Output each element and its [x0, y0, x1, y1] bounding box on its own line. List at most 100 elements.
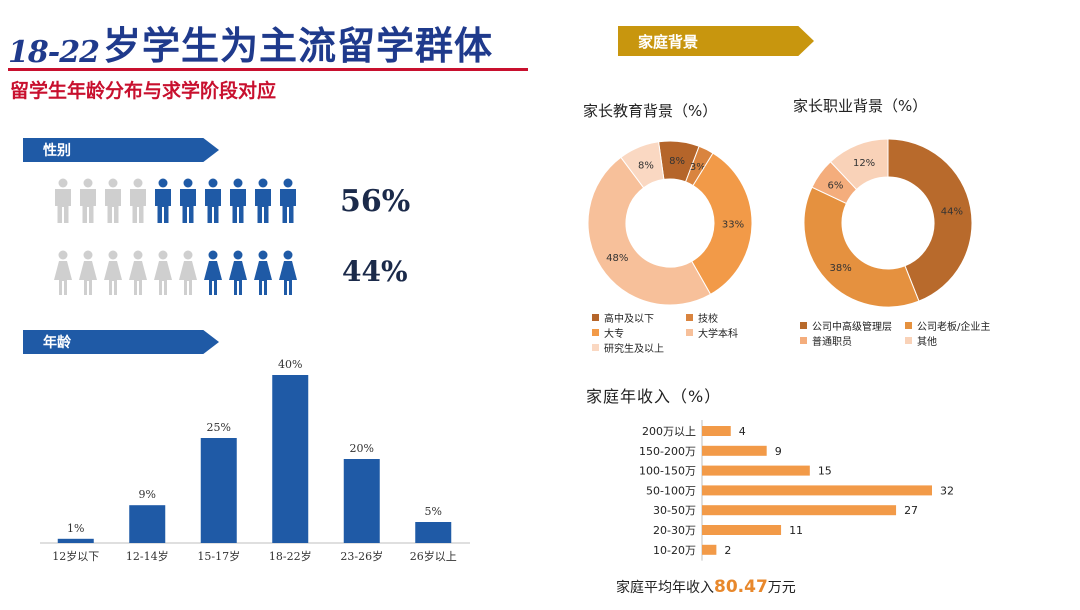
income-chart-title: 家庭年收入（%） — [586, 387, 722, 406]
family-banner: 家庭背景 — [618, 26, 814, 56]
legend-label: 其他 — [917, 336, 937, 348]
donut-slice — [829, 138, 889, 191]
age-bar-value-label: 5% — [425, 505, 442, 518]
donut-slice-label: 38% — [829, 263, 851, 274]
donut-slice-label: 6% — [827, 180, 843, 191]
legend-item: 研究生及以上 — [592, 340, 686, 355]
legend-swatch — [800, 336, 807, 344]
female-person-icon — [129, 250, 147, 295]
income-bar — [702, 426, 731, 436]
income-average-value: 80.47 — [714, 577, 768, 597]
age-category-label: 23-26岁 — [340, 549, 383, 563]
legend-swatch — [686, 328, 693, 336]
male-person-icon — [155, 178, 171, 223]
age-category-label: 12-14岁 — [126, 549, 169, 563]
legend-swatch — [592, 343, 599, 351]
male-person-icon — [180, 178, 196, 223]
title-underline — [8, 68, 528, 71]
income-bar-value-label: 9 — [775, 445, 782, 458]
male-person-icon — [80, 178, 96, 223]
income-bar-chart: 200万以上 4 150-200万 9 100-150万 15 50-100万 32 30-50… — [639, 420, 954, 561]
female-person-icon — [179, 250, 197, 295]
income-bar-value-label: 32 — [940, 484, 954, 497]
education-legend: 高中及以下 技校大专 大学本科研究生及以上 — [592, 310, 792, 355]
income-bar-value-label: 2 — [724, 544, 731, 557]
male-person-icon — [280, 178, 296, 223]
legend-label: 普通职员 — [812, 336, 852, 348]
male-person-icon — [105, 178, 121, 223]
income-bar — [702, 525, 782, 535]
male-person-icon — [230, 178, 246, 223]
income-category-label: 10-20万 — [653, 544, 696, 557]
income-bar-value-label: 11 — [789, 524, 803, 537]
legend-swatch — [686, 313, 693, 321]
donut-slice — [803, 186, 920, 308]
donut-slice-label: 8% — [669, 156, 685, 167]
male-person-icon — [130, 178, 146, 223]
male-person-icon — [55, 178, 71, 223]
legend-label: 研究生及以上 — [604, 343, 664, 355]
female-percentage: 44% — [342, 255, 408, 288]
legend-swatch — [905, 321, 912, 329]
occupation-donut-chart: 44% 38% 6% 12% — [803, 138, 973, 308]
age-banner: 年龄 — [23, 330, 219, 354]
income-category-label: 50-100万 — [646, 484, 696, 497]
female-person-icon — [79, 250, 97, 295]
age-bar — [343, 459, 380, 543]
legend-label: 技校 — [698, 313, 718, 325]
gender-banner: 性别 — [23, 138, 219, 162]
donut-slice-label: 12% — [853, 158, 875, 169]
age-bar — [200, 438, 237, 543]
legend-swatch — [905, 336, 912, 344]
age-category-label: 26岁以上 — [410, 549, 457, 563]
education-chart-title: 家长教育背景（%） — [583, 102, 718, 120]
legend-label: 大专 — [604, 328, 624, 340]
male-person-icon — [255, 178, 271, 223]
subtitle: 留学生年龄分布与求学阶段对应 — [10, 80, 277, 102]
income-average-label: 家庭平均年收入 — [616, 580, 714, 596]
female-person-icon — [279, 250, 297, 295]
age-bar — [57, 538, 94, 543]
female-person-icon — [104, 250, 122, 295]
donut-slice — [887, 138, 973, 302]
male-person-icon — [205, 178, 221, 223]
donut-slice-label: 8% — [638, 160, 654, 171]
donut-slice — [587, 156, 712, 306]
legend-item: 公司老板/企业主 — [905, 318, 1025, 333]
legend-item: 公司中高级管理层 — [800, 318, 905, 333]
female-icon-row — [52, 250, 299, 296]
income-bar-value-label: 15 — [818, 465, 832, 478]
legend-item: 普通职员 — [800, 333, 905, 348]
occupation-chart-title: 家长职业背景（%） — [793, 97, 928, 115]
donut-slice — [620, 141, 665, 189]
age-bar — [272, 375, 309, 543]
age-category-label: 12岁以下 — [52, 549, 99, 563]
occupation-legend: 公司中高级管理层 公司老板/企业主普通职员 其他 — [800, 318, 1030, 348]
title-prefix: 18-22 — [8, 35, 100, 70]
income-bar-value-label: 27 — [904, 504, 918, 517]
age-bar — [129, 505, 166, 543]
income-average-unit: 万元 — [767, 580, 796, 596]
male-percentage: 56% — [340, 184, 411, 219]
male-icon-row — [52, 178, 299, 224]
age-bar-value-label: 25% — [207, 421, 231, 434]
donut-slice-label: 33% — [722, 220, 744, 231]
age-category-label: 15-17岁 — [197, 549, 240, 563]
female-person-icon — [154, 250, 172, 295]
legend-swatch — [800, 321, 807, 329]
legend-label: 公司中高级管理层 — [812, 321, 892, 333]
income-category-label: 150-200万 — [639, 445, 696, 458]
legend-label: 大学本科 — [698, 328, 738, 340]
age-bar — [415, 522, 452, 543]
income-bar-value-label: 4 — [739, 425, 746, 438]
income-bar — [702, 465, 810, 476]
legend-item: 技校 — [686, 310, 786, 325]
age-bar-value-label: 20% — [350, 442, 374, 455]
age-bar-value-label: 1% — [67, 522, 84, 535]
female-person-icon — [254, 250, 272, 295]
donut-slice-label: 3% — [690, 162, 706, 173]
income-bar — [702, 505, 897, 516]
income-bar — [702, 445, 767, 456]
legend-label: 高中及以下 — [604, 313, 654, 325]
income-bar — [702, 485, 932, 496]
